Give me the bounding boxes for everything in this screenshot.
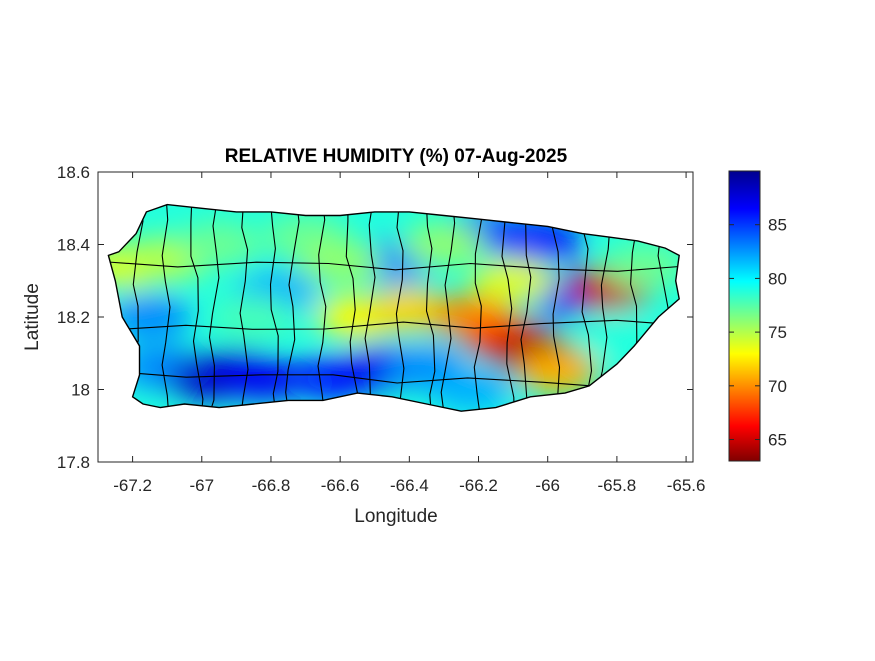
municipality-boundary	[190, 204, 204, 412]
island-outline	[107, 203, 680, 412]
municipality-boundary	[108, 261, 680, 272]
x-tick-label: -67	[189, 476, 214, 495]
municipality-boundary	[501, 204, 516, 412]
x-tick-label: -65.8	[598, 476, 637, 495]
municipality-boundary	[285, 204, 300, 412]
municipality-boundary	[109, 319, 680, 331]
colorbar-tick-label: 85	[768, 216, 787, 235]
humidity-sample-11	[429, 367, 514, 412]
x-tick-label: -65.6	[667, 476, 706, 495]
colorbar	[728, 170, 761, 462]
y-tick-label: 18	[71, 381, 90, 400]
y-tick-label: 18.2	[57, 308, 90, 327]
municipality-boundary	[363, 204, 376, 412]
y-tick-label: 18.6	[57, 163, 90, 182]
colorbar-tick-label: 75	[768, 323, 787, 342]
coastline	[107, 203, 680, 412]
municipality-boundary	[520, 204, 532, 412]
colorbar-tick-label: 80	[768, 269, 787, 288]
municipality-boundary	[395, 204, 405, 412]
humidity-sample-7	[222, 356, 306, 401]
humidity-sample-28	[401, 222, 486, 267]
x-tick-label: -66.4	[390, 476, 429, 495]
x-tick-label: -66.6	[321, 476, 360, 495]
municipality-boundary	[440, 204, 456, 412]
municipality-boundary	[317, 204, 327, 412]
x-tick-label: -67.2	[113, 476, 152, 495]
x-tick-label: -66.8	[252, 476, 291, 495]
chart-title: RELATIVE HUMIDITY (%) 07-Aug-2025	[225, 146, 568, 167]
municipality-boundary	[206, 204, 220, 412]
municipality-boundary	[269, 204, 279, 412]
x-axis-label: Longitude	[354, 506, 437, 527]
municipality-boundary	[239, 204, 249, 412]
y-axis-label: Latitude	[22, 283, 43, 351]
municipality-boundary	[473, 204, 483, 412]
municipality-boundary	[119, 371, 677, 388]
x-tick-label: -66	[535, 476, 560, 495]
y-axis: 17.8 18 18.2 18.4 18.6	[57, 163, 693, 472]
colorbar-ticks: 65 70 75 80 85	[729, 216, 787, 450]
y-tick-label: 17.8	[57, 453, 90, 472]
humidity-sample-29	[211, 295, 296, 339]
humidity-sample-2	[177, 222, 262, 267]
humidity-sample-30	[471, 258, 556, 303]
y-tick-label: 18.4	[57, 236, 90, 255]
municipality-boundary	[345, 204, 360, 412]
humidity-sample-27	[298, 240, 383, 285]
x-tick-label: -66.2	[459, 476, 498, 495]
municipality-boundary	[161, 204, 171, 412]
municipality-boundary	[425, 204, 436, 412]
x-axis: -67.2 -67 -66.8 -66.6 -66.4 -66.2 -66 -65.8 -65.…	[113, 172, 705, 495]
colorbar-tick-label: 70	[768, 377, 787, 396]
humidity-sample-24	[602, 244, 680, 289]
colorbar-tick-label: 65	[768, 431, 787, 450]
municipality-boundary	[551, 204, 561, 412]
